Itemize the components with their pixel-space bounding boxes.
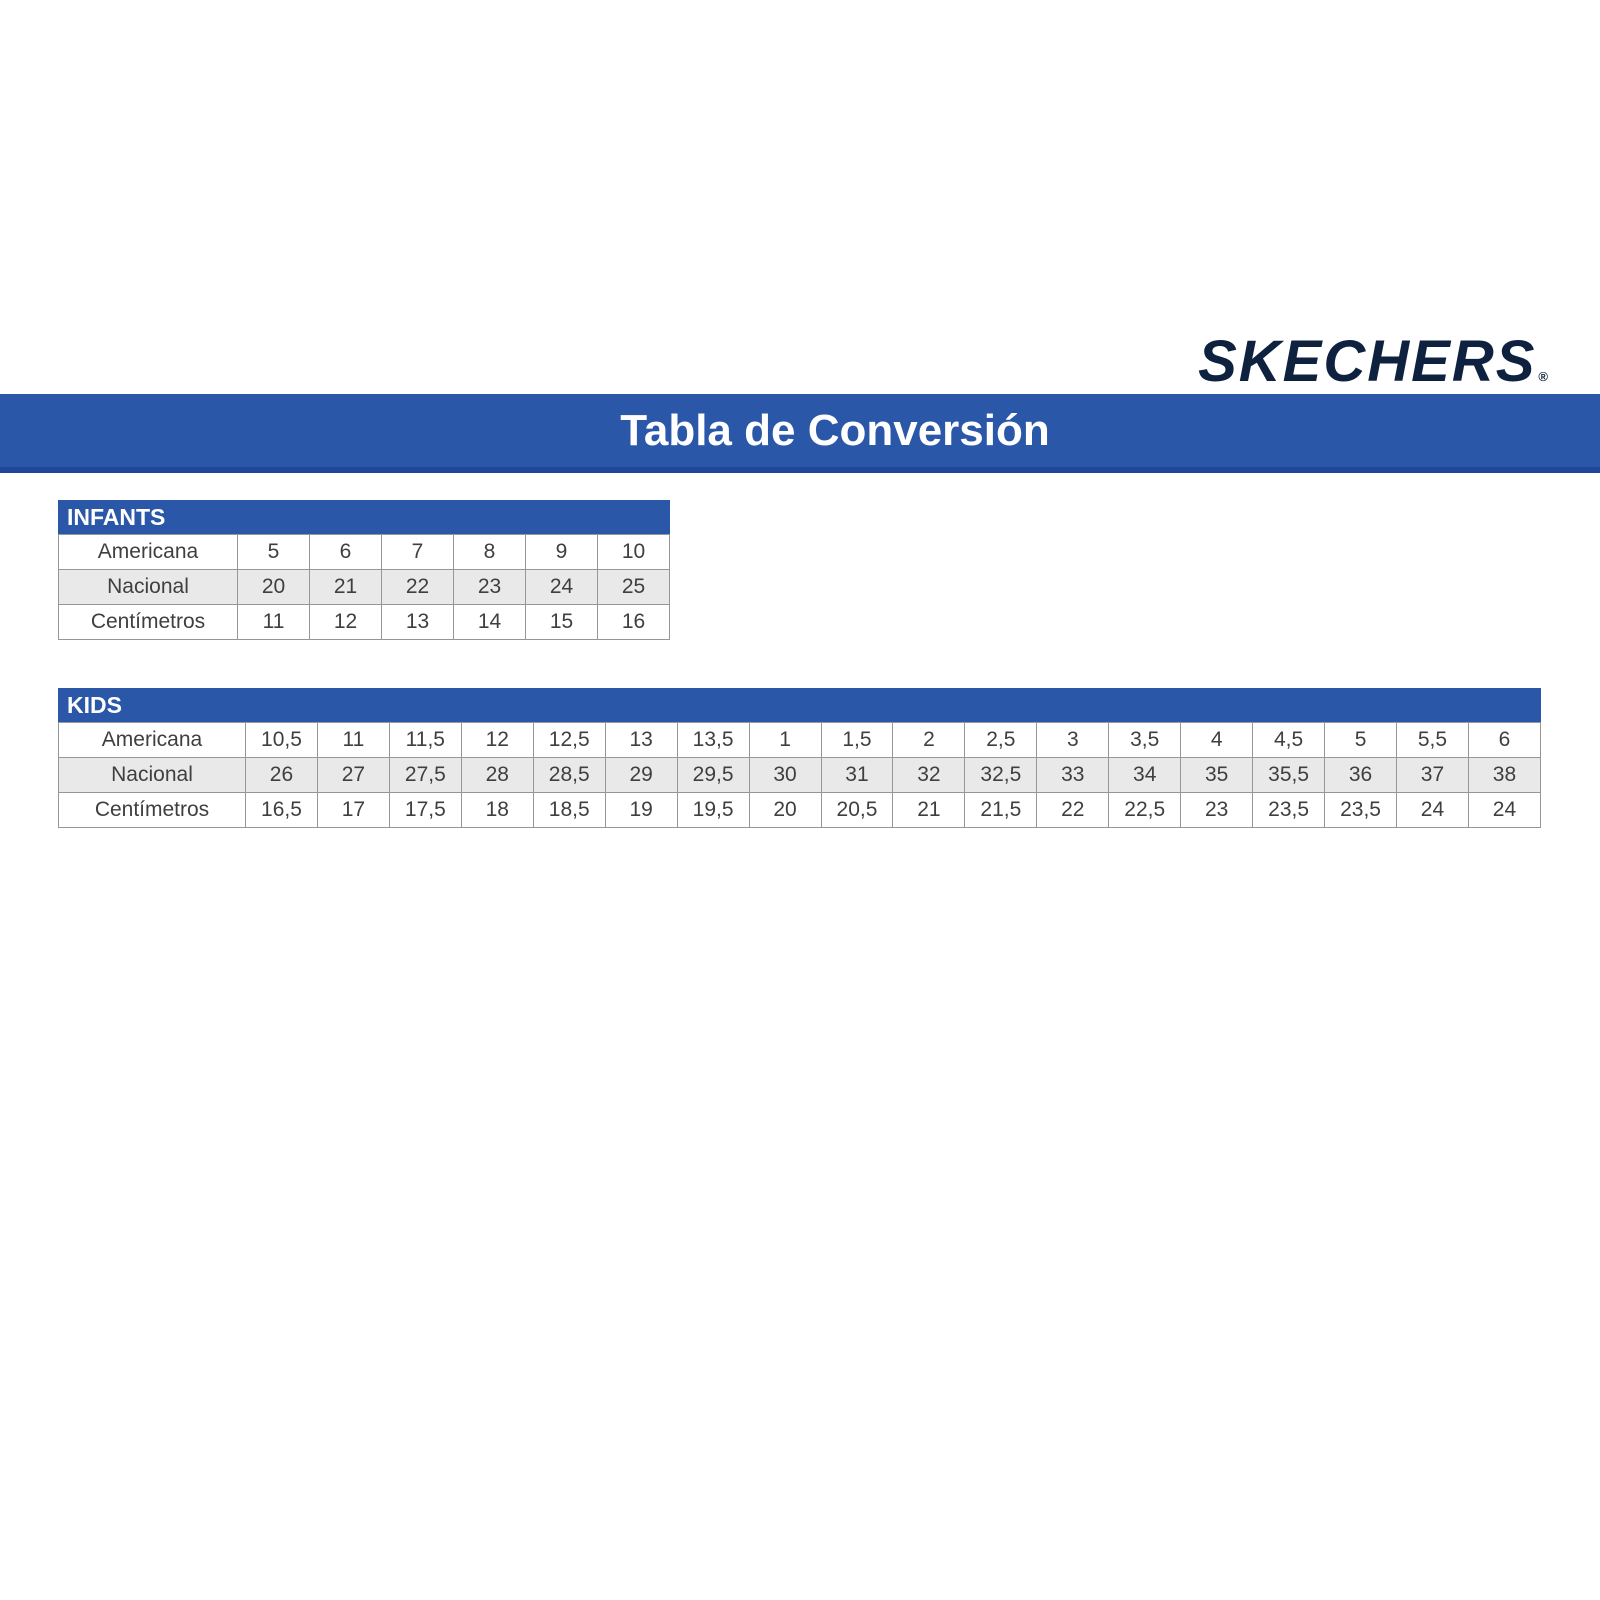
size-cell: 10,5: [245, 722, 318, 758]
size-cell: 32: [892, 757, 966, 793]
size-cell: 17: [316, 792, 390, 828]
table-row-americana: Americana 5 6 7 8 9 10: [58, 534, 670, 570]
size-cell: 11: [237, 604, 310, 640]
infants-table: INFANTS Americana 5 6 7 8 9 10 Nacional 20 21 22 23…: [58, 500, 670, 640]
size-cell: 5: [237, 534, 310, 570]
size-cell: 21,5: [964, 792, 1038, 828]
table-row-nacional: Nacional 26 27 27,5 28 28,5 29 29,5 30 31 32 32,5 33…: [58, 757, 1542, 793]
size-cell: 9: [525, 534, 598, 570]
size-cell: 34: [1108, 757, 1182, 793]
title-banner: Tabla de Conversión: [0, 394, 1600, 473]
size-cell: 13: [381, 604, 454, 640]
size-cell: 22,5: [1108, 792, 1182, 828]
size-cell: 3: [1036, 722, 1110, 758]
size-cell: 10: [597, 534, 670, 570]
size-cell: 23: [453, 569, 526, 605]
size-cell: 29: [604, 757, 678, 793]
size-cell: 12,5: [532, 722, 606, 758]
size-cell: 18,5: [532, 792, 606, 828]
size-cell: 30: [748, 757, 822, 793]
size-cell: 24: [1396, 792, 1469, 828]
size-cell: 11,5: [388, 722, 462, 758]
size-cell: 32,5: [964, 757, 1038, 793]
size-cell: 37: [1396, 757, 1469, 793]
size-cell: 6: [309, 534, 382, 570]
size-cell: 20: [748, 792, 822, 828]
size-cell: 5,5: [1396, 722, 1469, 758]
size-cell: 3,5: [1108, 722, 1182, 758]
size-cell: 22: [1036, 792, 1110, 828]
size-cell: 19: [604, 792, 678, 828]
row-label: Nacional: [58, 757, 246, 793]
row-label: Centímetros: [58, 792, 246, 828]
size-cell: 4,5: [1252, 722, 1326, 758]
size-cell: 28,5: [532, 757, 606, 793]
kids-table: KIDS Americana 10,5 11 11,5 12 12,5 13 13,5 1 1,5…: [58, 688, 1542, 828]
size-cell: 27: [316, 757, 390, 793]
kids-table-header: KIDS: [58, 688, 1541, 722]
size-cell: 35: [1180, 757, 1254, 793]
size-cell: 1,5: [820, 722, 894, 758]
size-cell: 16: [597, 604, 670, 640]
table-row-nacional: Nacional 20 21 22 23 24 25: [58, 569, 670, 605]
row-label: Nacional: [58, 569, 238, 605]
size-cell: 2,5: [964, 722, 1038, 758]
page-title: Tabla de Conversión: [620, 405, 1050, 455]
size-cell: 5: [1324, 722, 1397, 758]
size-cell: 23,5: [1252, 792, 1326, 828]
size-cell: 20,5: [820, 792, 894, 828]
size-cell: 13,5: [676, 722, 750, 758]
row-label: Americana: [58, 722, 246, 758]
size-cell: 1: [748, 722, 822, 758]
kids-size-grid: Americana 10,5 11 11,5 12 12,5 13 13,5 1 1,5 2 2,5 3…: [58, 722, 1542, 828]
size-cell: 15: [525, 604, 598, 640]
table-row-americana: Americana 10,5 11 11,5 12 12,5 13 13,5 1 1,5 2 2,5 3…: [58, 722, 1542, 758]
size-cell: 13: [604, 722, 678, 758]
size-cell: 29,5: [676, 757, 750, 793]
size-cell: 38: [1467, 757, 1542, 793]
size-cell: 2: [892, 722, 966, 758]
size-cell: 7: [381, 534, 454, 570]
size-cell: 22: [381, 569, 454, 605]
size-cell: 19,5: [676, 792, 750, 828]
infants-size-grid: Americana 5 6 7 8 9 10 Nacional 20 21 22 23 24 25 Cent…: [58, 534, 670, 640]
size-cell: 35,5: [1252, 757, 1326, 793]
size-cell: 12: [460, 722, 534, 758]
size-cell: 16,5: [245, 792, 318, 828]
size-cell: 11: [316, 722, 390, 758]
size-cell: 6: [1467, 722, 1542, 758]
size-cell: 21: [309, 569, 382, 605]
size-cell: 14: [453, 604, 526, 640]
size-cell: 20: [237, 569, 310, 605]
registered-trademark-icon: ®: [1538, 369, 1548, 384]
size-cell: 33: [1036, 757, 1110, 793]
skechers-logo: SKECHERS ®: [1198, 333, 1548, 391]
skechers-logo-text: SKECHERS: [1198, 329, 1537, 394]
table-row-centimetros: Centímetros 11 12 13 14 15 16: [58, 604, 670, 640]
size-cell: 36: [1324, 757, 1397, 793]
table-row-centimetros: Centímetros 16,5 17 17,5 18 18,5 19 19,5 20 20,5 2…: [58, 792, 1542, 828]
row-label: Americana: [58, 534, 238, 570]
size-cell: 26: [245, 757, 318, 793]
size-cell: 12: [309, 604, 382, 640]
size-cell: 28: [460, 757, 534, 793]
size-cell: 25: [597, 569, 670, 605]
size-cell: 23: [1180, 792, 1254, 828]
size-cell: 18: [460, 792, 534, 828]
size-cell: 8: [453, 534, 526, 570]
size-cell: 21: [892, 792, 966, 828]
size-cell: 4: [1180, 722, 1254, 758]
infants-table-header: INFANTS: [58, 500, 670, 534]
size-cell: 24: [525, 569, 598, 605]
size-cell: 17,5: [388, 792, 462, 828]
row-label: Centímetros: [58, 604, 238, 640]
size-cell: 23,5: [1324, 792, 1397, 828]
size-cell: 24: [1467, 792, 1542, 828]
size-cell: 31: [820, 757, 894, 793]
size-cell: 27,5: [388, 757, 462, 793]
